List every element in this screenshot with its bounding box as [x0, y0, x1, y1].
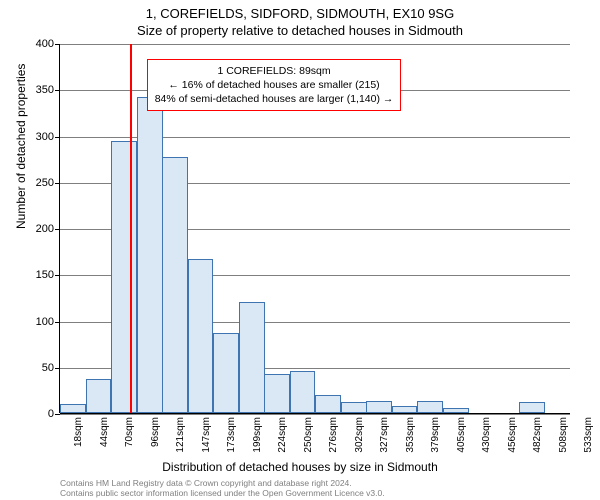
histogram-bar	[60, 404, 86, 413]
histogram-bar	[417, 401, 443, 413]
footer: Contains HM Land Registry data © Crown c…	[60, 478, 385, 498]
y-tick-label: 300	[36, 131, 54, 143]
x-tick-label: 405sqm	[456, 417, 467, 453]
x-tick-label: 508sqm	[558, 417, 569, 453]
histogram-bar	[366, 401, 392, 413]
x-tick-label: 18sqm	[73, 417, 84, 447]
x-tick-label: 147sqm	[201, 417, 212, 453]
chart-title-block: 1, COREFIELDS, SIDFORD, SIDMOUTH, EX10 9…	[0, 0, 600, 38]
grid-line	[60, 414, 570, 415]
x-tick-label: 224sqm	[277, 417, 288, 453]
y-tick-label: 350	[36, 84, 54, 96]
x-tick-label: 456sqm	[507, 417, 518, 453]
marker-line	[130, 44, 132, 413]
y-tick-label: 250	[36, 177, 54, 189]
x-tick-label: 302sqm	[354, 417, 365, 453]
histogram-bar	[290, 371, 316, 413]
y-tick-label: 50	[42, 362, 54, 374]
plot-area: 050100150200250300350400 1 COREFIELDS: 8…	[60, 44, 570, 414]
x-tick-label: 379sqm	[430, 417, 441, 453]
x-tick-label: 173sqm	[226, 417, 237, 453]
histogram-bar	[341, 402, 367, 413]
y-tick-label: 200	[36, 223, 54, 235]
legend-line: 84% of semi-detached houses are larger (…	[155, 92, 394, 106]
y-tick-label: 0	[48, 408, 54, 420]
x-axis-label: Distribution of detached houses by size …	[162, 460, 438, 474]
footer-line2: Contains public sector information licen…	[60, 488, 385, 498]
histogram-bar	[213, 333, 239, 413]
x-tick-label: 482sqm	[532, 417, 543, 453]
histogram-bar	[162, 157, 188, 413]
x-tick-label: 250sqm	[303, 417, 314, 453]
y-axis-label: Number of detached properties	[14, 64, 28, 229]
legend-line: 1 COREFIELDS: 89sqm	[155, 64, 394, 78]
histogram-bar	[315, 395, 341, 414]
histogram-bar	[519, 402, 545, 413]
x-tick-label: 533sqm	[583, 417, 594, 453]
histogram-bar	[443, 408, 469, 413]
y-tick-label: 100	[36, 316, 54, 328]
histogram-bar	[392, 406, 418, 413]
x-tick-label: 44sqm	[99, 417, 110, 447]
x-tick-label: 353sqm	[405, 417, 416, 453]
footer-line1: Contains HM Land Registry data © Crown c…	[60, 478, 385, 488]
legend-box: 1 COREFIELDS: 89sqm← 16% of detached hou…	[147, 59, 402, 112]
x-tick-label: 327sqm	[379, 417, 390, 453]
x-tick-label: 96sqm	[150, 417, 161, 447]
histogram-bar	[86, 379, 112, 413]
x-tick-label: 121sqm	[175, 417, 186, 453]
x-tick-label: 276sqm	[328, 417, 339, 453]
x-tick-label: 199sqm	[252, 417, 263, 453]
histogram-bar	[111, 141, 137, 413]
histogram-bar	[188, 259, 214, 413]
y-tick-mark	[55, 414, 60, 415]
histogram-bar	[239, 302, 265, 413]
x-tick-label: 430sqm	[481, 417, 492, 453]
y-tick-label: 400	[36, 38, 54, 50]
histogram-bar	[137, 97, 163, 413]
histogram-bar	[264, 374, 290, 413]
y-tick-label: 150	[36, 269, 54, 281]
title-line2: Size of property relative to detached ho…	[0, 23, 600, 38]
legend-line: ← 16% of detached houses are smaller (21…	[155, 78, 394, 92]
x-tick-label: 70sqm	[124, 417, 135, 447]
title-line1: 1, COREFIELDS, SIDFORD, SIDMOUTH, EX10 9…	[0, 6, 600, 21]
